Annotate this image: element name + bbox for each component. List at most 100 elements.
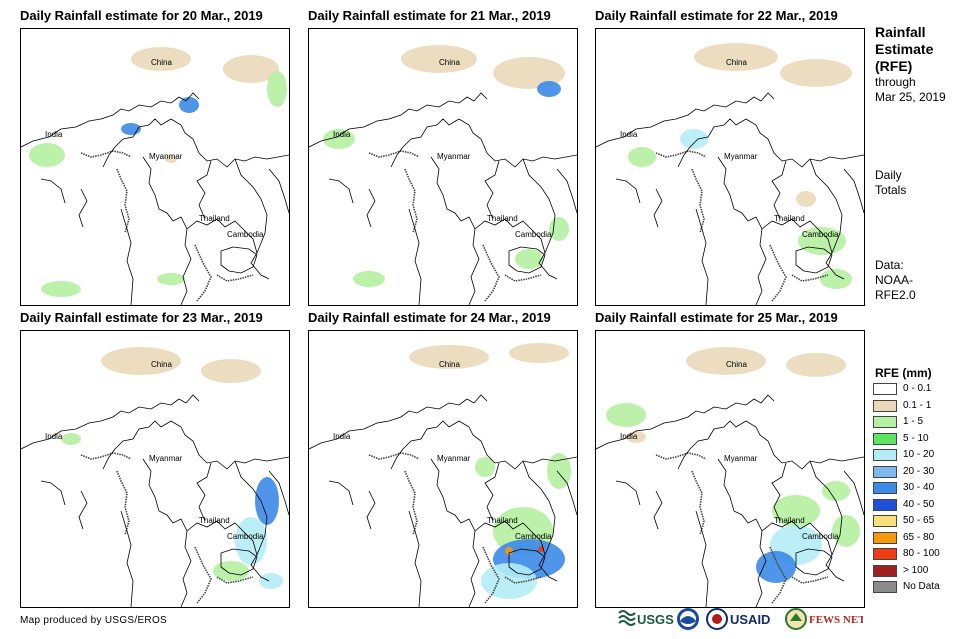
legend-item: 65 - 80 <box>873 531 963 547</box>
map-frame: China India Myanmar Thailand Cambodia <box>308 28 578 306</box>
country-border <box>795 246 833 274</box>
country-border <box>430 156 480 305</box>
legend-label: No Data <box>903 581 940 592</box>
country-border <box>408 510 422 607</box>
rainfall-area <box>515 249 543 269</box>
country-border <box>390 420 577 470</box>
country-label: Thailand <box>774 516 805 525</box>
totals-line: Totals <box>875 183 907 197</box>
panel-title: Daily Rainfall estimate for 20 Mar., 201… <box>20 8 263 23</box>
country-border <box>556 470 577 516</box>
country-border <box>366 490 376 530</box>
country-border <box>196 160 212 220</box>
sidebar-title: Rainfall Estimate (RFE) through Mar 25, … <box>875 24 965 105</box>
rainfall-area <box>401 45 477 73</box>
legend-swatch <box>873 482 897 494</box>
country-border <box>556 168 577 214</box>
rainfall-area <box>549 217 569 241</box>
legend-swatch <box>873 383 897 395</box>
country-border <box>366 188 376 228</box>
map-panel-25-mar: Daily Rainfall estimate for 25 Mar., 201… <box>595 308 865 608</box>
map-frame: China India Myanmar Thailand Cambodia <box>20 28 290 306</box>
legend-item: 20 - 30 <box>873 465 963 481</box>
country-border <box>102 118 289 168</box>
country-border <box>677 118 864 168</box>
country-label: India <box>333 130 351 139</box>
legend-label: 30 - 40 <box>903 482 935 493</box>
rainfall-area <box>756 551 796 583</box>
rainfall-area <box>259 573 283 589</box>
rainfall-area <box>509 343 569 363</box>
coastline <box>769 244 787 302</box>
country-border <box>484 160 500 220</box>
usgs-logo-text: USGS <box>637 612 674 627</box>
rainfall-area <box>29 143 65 167</box>
country-border <box>430 458 480 607</box>
rainfall-area <box>235 517 267 565</box>
coastline <box>116 470 130 536</box>
rainfall-area <box>796 191 816 207</box>
map-frame: China India Myanmar Thailand Cambodia <box>595 28 865 306</box>
country-border <box>408 208 422 305</box>
legend-item: 50 - 65 <box>873 514 963 530</box>
legend-swatch <box>873 515 897 527</box>
country-label: India <box>45 130 63 139</box>
rainfall-area <box>179 97 199 113</box>
legend-item: 5 - 10 <box>873 432 963 448</box>
rainfall-area <box>537 81 561 97</box>
country-border <box>186 218 258 254</box>
legend-label: 0.1 - 1 <box>903 399 932 411</box>
country-border <box>771 462 787 522</box>
country-label: China <box>726 360 747 369</box>
legend-title: RFE (mm) <box>875 366 932 380</box>
legend-item: > 100 <box>873 564 963 580</box>
country-label: India <box>620 130 638 139</box>
country-label: China <box>726 58 747 67</box>
country-border <box>522 460 558 582</box>
data-line: RFE2.0 <box>875 288 916 302</box>
country-label: Thailand <box>199 214 230 223</box>
country-border <box>522 158 558 280</box>
rainfall-area <box>820 269 852 289</box>
country-border <box>717 156 767 305</box>
rainfall-map: China India Myanmar Thailand Cambodia <box>21 47 289 305</box>
rainfall-area <box>832 515 860 547</box>
rainfall-area <box>353 271 385 287</box>
rainfall-map: China India Myanmar Thailand Cambodia <box>596 347 864 607</box>
country-border <box>40 178 66 204</box>
legend-swatch <box>873 465 897 478</box>
map-panel-24-mar: Daily Rainfall estimate for 24 Mar., 201… <box>308 308 578 608</box>
country-border <box>761 520 833 556</box>
coastline <box>769 546 787 604</box>
usaid-logo: USAID <box>706 606 782 632</box>
rainfall-area <box>41 281 81 297</box>
coastline <box>504 576 542 584</box>
usaid-logo-text: USAID <box>730 612 770 627</box>
country-border <box>186 520 258 556</box>
fews-net-logo: FEWS NET <box>785 606 863 632</box>
country-border <box>328 178 354 204</box>
country-border <box>809 460 845 582</box>
rainfall-area <box>505 547 513 555</box>
country-border <box>120 510 134 607</box>
country-border <box>21 92 200 148</box>
rainfall-map: China India Myanmar Thailand Cambodia <box>21 347 289 607</box>
rainfall-area <box>475 457 495 477</box>
legend-swatch <box>873 581 897 593</box>
country-border <box>196 462 212 522</box>
country-border <box>508 246 546 274</box>
coastline <box>655 150 707 158</box>
country-border <box>615 480 641 506</box>
rainfall-area <box>267 71 287 107</box>
country-border <box>309 394 488 450</box>
coastline <box>216 274 254 282</box>
coastline <box>116 168 130 234</box>
rainfall-area <box>786 353 846 377</box>
country-border <box>771 160 787 220</box>
country-border <box>234 158 270 280</box>
noaa-logo <box>676 606 702 632</box>
country-label: Cambodia <box>802 230 839 239</box>
coastline <box>216 576 254 584</box>
country-border <box>142 156 192 305</box>
country-border <box>653 188 663 228</box>
